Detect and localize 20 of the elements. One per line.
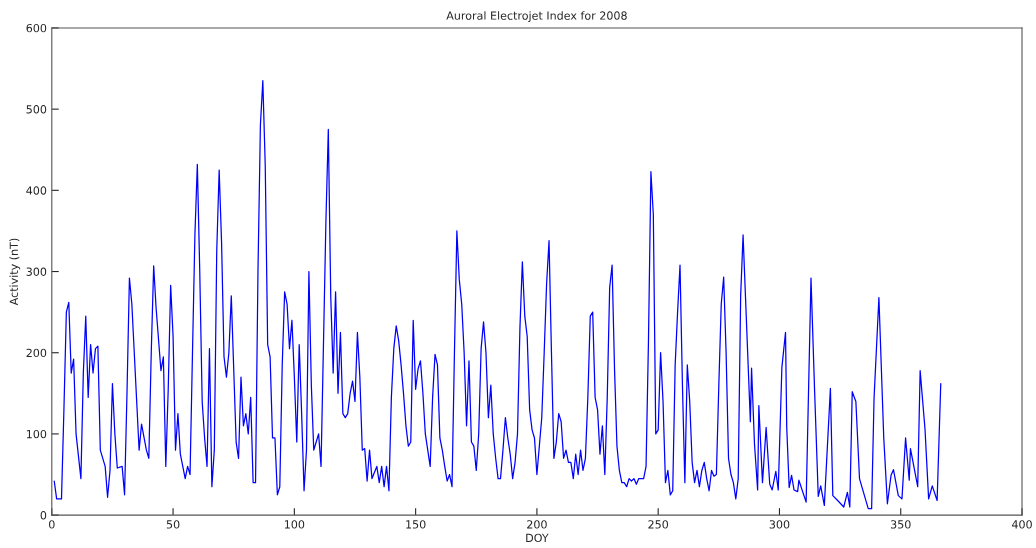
- x-tick-label: 300: [769, 520, 790, 529]
- x-tick-label: 350: [890, 520, 911, 529]
- y-axis-title: Activity (nT): [9, 238, 21, 306]
- x-tick-label: 100: [284, 520, 305, 529]
- x-tick-label: 0: [49, 520, 55, 529]
- x-tick-label: 200: [527, 520, 547, 529]
- y-tick-label: 300: [26, 267, 47, 276]
- y-tick-label: 500: [26, 105, 47, 114]
- y-tick-label: 600: [26, 23, 47, 33]
- x-axis-title: DOY: [526, 533, 549, 543]
- x-tick-label: 250: [648, 520, 669, 529]
- x-tick-label: 400: [1011, 520, 1032, 529]
- x-tick-label: 50: [166, 520, 180, 529]
- y-tick-label: 200: [26, 348, 47, 358]
- chart-title: Auroral Electrojet Index for 2008: [446, 11, 627, 22]
- y-tick-label: 0: [40, 511, 47, 520]
- x-tick-label: 150: [406, 520, 426, 529]
- line-series: [53, 80, 942, 510]
- y-tick-label: 400: [26, 186, 47, 195]
- y-tick-label: 100: [26, 429, 47, 439]
